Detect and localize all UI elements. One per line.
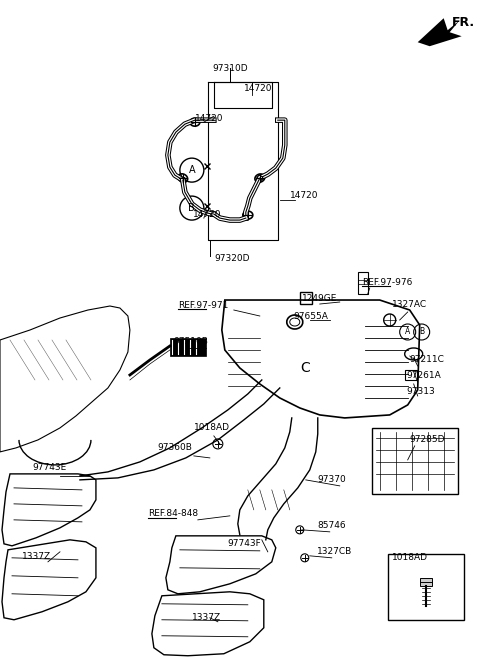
Circle shape bbox=[301, 554, 309, 562]
Text: 85746: 85746 bbox=[318, 522, 347, 530]
Text: 97743E: 97743E bbox=[32, 463, 66, 472]
Text: 14720: 14720 bbox=[193, 210, 221, 219]
Text: 14720: 14720 bbox=[244, 83, 272, 93]
Text: 97655A: 97655A bbox=[294, 311, 329, 321]
Text: 97211C: 97211C bbox=[410, 355, 444, 365]
Bar bbox=[388, 554, 464, 620]
Text: 97510B: 97510B bbox=[174, 338, 209, 346]
Text: 1327CB: 1327CB bbox=[317, 547, 352, 556]
Text: A: A bbox=[405, 327, 410, 336]
Text: 1018AD: 1018AD bbox=[194, 423, 230, 432]
Text: REF.97-971: REF.97-971 bbox=[178, 300, 228, 309]
Text: 1327AC: 1327AC bbox=[392, 300, 427, 309]
Bar bbox=[405, 370, 417, 380]
Text: 97320D: 97320D bbox=[214, 254, 250, 263]
Polygon shape bbox=[418, 18, 462, 46]
Text: B: B bbox=[419, 327, 424, 336]
Text: 97285D: 97285D bbox=[410, 436, 445, 444]
Circle shape bbox=[296, 526, 304, 534]
Text: 97261A: 97261A bbox=[407, 371, 442, 380]
Bar bbox=[170, 338, 206, 356]
Text: C: C bbox=[300, 361, 310, 375]
Text: 97313: 97313 bbox=[407, 388, 435, 396]
Text: B: B bbox=[189, 203, 195, 213]
Text: 14720: 14720 bbox=[290, 191, 318, 200]
Text: FR.: FR. bbox=[452, 16, 475, 30]
Bar bbox=[300, 292, 312, 304]
Text: REF.97-976: REF.97-976 bbox=[362, 277, 412, 286]
Text: 1337Z: 1337Z bbox=[192, 613, 221, 622]
Text: 1018AD: 1018AD bbox=[392, 553, 428, 562]
Text: 1249GE: 1249GE bbox=[302, 294, 337, 302]
Text: 97360B: 97360B bbox=[157, 443, 192, 453]
Text: 14720: 14720 bbox=[195, 114, 223, 123]
Text: 97370: 97370 bbox=[318, 476, 347, 484]
Text: A: A bbox=[189, 165, 195, 175]
Bar bbox=[372, 428, 457, 494]
Bar bbox=[420, 578, 432, 586]
Text: REF.84-848: REF.84-848 bbox=[148, 509, 198, 518]
Text: 1337Z: 1337Z bbox=[22, 553, 51, 561]
Bar bbox=[358, 272, 368, 294]
Text: 97310D: 97310D bbox=[212, 64, 248, 73]
Text: 97743F: 97743F bbox=[228, 539, 262, 549]
